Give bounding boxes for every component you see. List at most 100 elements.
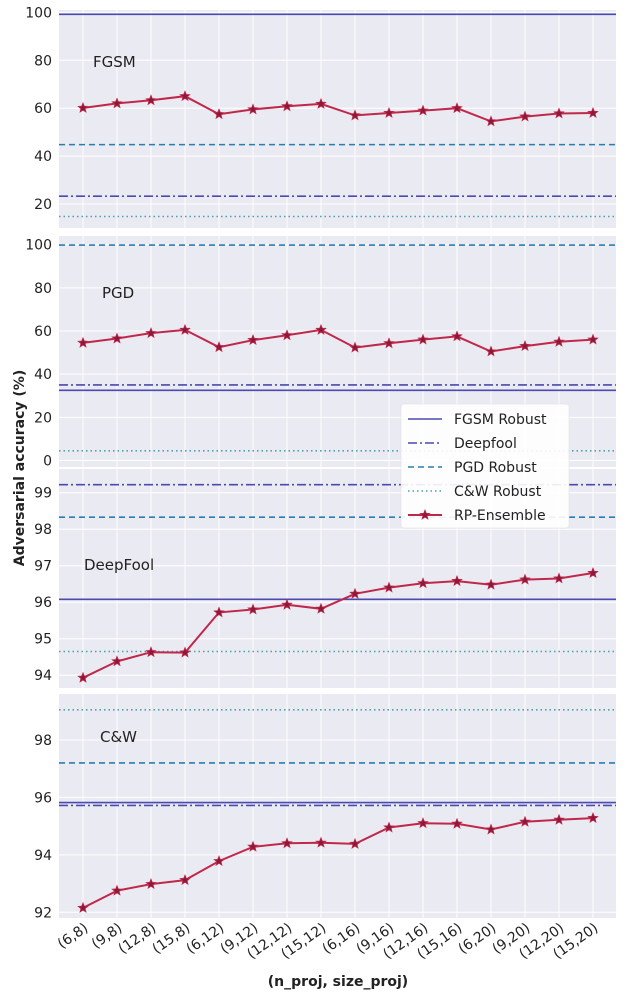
y-tick-label: 98 (34, 522, 52, 538)
rp-ensemble-point (349, 109, 361, 121)
panel-1: 20 40 60 80 100 FGSM (25, 5, 616, 228)
y-tick-label: 100 (25, 5, 52, 21)
rp-ensemble-point (213, 341, 225, 353)
panel-3: 94 95 96 97 98 99 DeepFool (34, 469, 616, 688)
rp-ensemble-point (111, 655, 123, 667)
rp-ensemble-point (451, 817, 463, 829)
rp-ensemble-line (82, 572, 594, 679)
rp-ensemble-point (179, 323, 191, 335)
rp-ensemble-point (247, 840, 259, 852)
rp-ensemble-point (383, 581, 395, 593)
legend-label-deepfool: Deepfool (454, 436, 517, 452)
y-tick-label: 80 (34, 53, 52, 69)
rp-ensemble-point (281, 100, 293, 112)
y-tick-label: 60 (34, 324, 52, 340)
rp-ensemble-point (281, 837, 293, 849)
rp-ensemble-point (383, 337, 395, 349)
y-tick-label: 40 (34, 149, 52, 165)
rp-ensemble-point (213, 108, 225, 120)
rp-ensemble-point (315, 836, 327, 848)
rp-ensemble-point (281, 598, 293, 610)
rp-ensemble-point (179, 646, 191, 658)
rp-ensemble-point (519, 340, 531, 352)
rp-ensemble-point (417, 577, 429, 589)
rp-ensemble-point (77, 901, 89, 913)
rp-ensemble-point (77, 671, 89, 683)
legend-label-rp: RP-Ensemble (454, 508, 546, 524)
x-tick-labels: (6,8)(9,8)(12,8)(15,8)(6,12)(9,12)(12,12… (55, 920, 601, 962)
x-tick-label: (15,8) (150, 920, 194, 957)
y-tick-label: 40 (34, 367, 52, 383)
rp-ensemble-point (485, 823, 497, 835)
rp-ensemble-point (553, 107, 565, 119)
y-tick-label: 60 (34, 101, 52, 117)
rp-ensemble-point (179, 874, 191, 886)
legend-box (400, 403, 570, 529)
rp-ensemble-point (587, 811, 599, 823)
y-tick-label: 20 (34, 197, 52, 213)
y-tick-label: 96 (34, 595, 52, 611)
rp-ensemble-point (587, 566, 599, 578)
rp-ensemble-point (145, 327, 157, 339)
y-tick-label: 20 (34, 410, 52, 426)
rp-ensemble-point (587, 333, 599, 345)
y-tick-label: 100 (25, 238, 52, 254)
rp-ensemble-point (383, 821, 395, 833)
rp-ensemble-point (77, 101, 89, 113)
y-tick-label: 95 (34, 632, 52, 648)
rp-ensemble-point (417, 333, 429, 345)
panel-2: 0 20 40 60 80 100 PGD (25, 236, 616, 470)
rp-ensemble-line (82, 328, 594, 353)
rp-ensemble-point (417, 817, 429, 829)
rp-ensemble-point (77, 336, 89, 348)
rp-ensemble-point (247, 333, 259, 345)
rp-ensemble-point (247, 603, 259, 615)
rp-ensemble-point (553, 572, 565, 584)
rp-ensemble-point (145, 646, 157, 658)
y-tick-label: 94 (34, 668, 52, 684)
rp-ensemble-point (519, 815, 531, 827)
rp-ensemble-point (349, 587, 361, 599)
y-tick-label: 92 (34, 905, 52, 921)
legend-label-fgsm: FGSM Robust (454, 412, 547, 428)
panel-background (59, 10, 616, 228)
rp-ensemble-line (82, 95, 594, 123)
rp-ensemble-point (315, 323, 327, 335)
panel-title: PGD (102, 284, 134, 302)
rp-ensemble-point (315, 602, 327, 614)
panel-4: 92 94 96 98 C&W (34, 694, 616, 921)
x-tick-label: (6,12) (184, 920, 228, 957)
rp-ensemble-point (485, 345, 497, 357)
rp-ensemble-point (553, 335, 565, 347)
rp-ensemble-point (587, 106, 599, 118)
rp-ensemble-point (111, 884, 123, 896)
x-tick-label: (6,16) (320, 920, 364, 957)
rp-ensemble-point (213, 606, 225, 618)
legend-marker-rp (419, 508, 431, 520)
rp-ensemble-point (349, 341, 361, 353)
rp-ensemble-point (451, 330, 463, 342)
panel-title: FGSM (93, 53, 136, 71)
y-tick-label: 96 (34, 790, 52, 806)
rp-ensemble-point (383, 106, 395, 118)
rp-ensemble-point (145, 94, 157, 106)
y-tick-label: 99 (34, 486, 52, 502)
panel-title: DeepFool (84, 556, 154, 574)
rp-ensemble-point (247, 103, 259, 115)
y-tick-label: 80 (34, 281, 52, 297)
panel-title: C&W (100, 728, 137, 746)
y-axis-title: Adversarial accuracy (%) (12, 370, 28, 566)
x-tick-label: (6,8) (55, 920, 91, 952)
legend: FGSM Robust Deepfool PGD Robust C&W Robust R… (400, 403, 570, 529)
rp-ensemble-point (485, 115, 497, 127)
rp-ensemble-point (111, 97, 123, 109)
rp-ensemble-point (145, 878, 157, 890)
x-axis-title: (n_proj, size_proj) (268, 974, 408, 990)
rp-ensemble-point (213, 855, 225, 867)
rp-ensemble-point (519, 110, 531, 122)
rp-ensemble-point (519, 573, 531, 585)
legend-label-pgd: PGD Robust (454, 460, 537, 476)
x-tick-label: (12,8) (116, 920, 160, 957)
rp-ensemble-point (451, 102, 463, 114)
